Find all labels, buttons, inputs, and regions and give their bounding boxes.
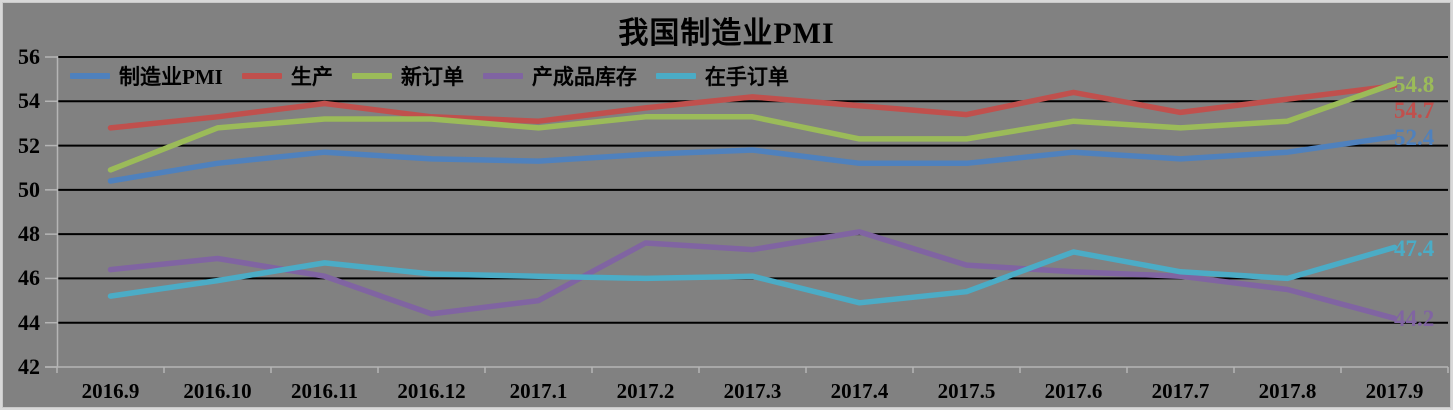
- x-tick-label-2017.8: 2017.8: [1258, 379, 1317, 403]
- x-tick-label-2017.5: 2017.5: [937, 379, 996, 403]
- end-value-label-backlog-orders: 47.4: [1394, 236, 1435, 262]
- x-tick-label-2016.11: 2016.11: [290, 379, 359, 403]
- series-line-finished-goods-inventory: [107, 229, 1398, 322]
- legend-line-swatch-icon-production: [241, 73, 282, 79]
- y-tick-label-56: 56: [18, 44, 40, 69]
- legend-item-finished-goods-inventory: 产成品库存: [482, 61, 637, 91]
- legend-label-new-orders: 新订单: [400, 65, 464, 89]
- end-value-label-production: 54.7: [1394, 97, 1435, 123]
- x-tick-label-2017.9: 2017.9: [1365, 379, 1424, 403]
- x-tick-label-2017.1: 2017.1: [509, 379, 568, 403]
- x-tick-label-2017.2: 2017.2: [616, 379, 675, 403]
- legend-item-backlog-orders: 在手订单: [655, 61, 789, 91]
- legend-label-backlog-orders: 在手订单: [704, 65, 789, 89]
- legend-label-finished-goods-inventory: 产成品库存: [531, 65, 637, 89]
- legend-line-swatch-icon-finished-goods-inventory: [482, 73, 523, 79]
- legend-line-swatch-icon-backlog-orders: [655, 73, 696, 79]
- x-tick-label-2017.6: 2017.6: [1044, 379, 1103, 403]
- legend-item-manufacturing-pmi: 制造业PMI: [70, 61, 223, 91]
- legend: 制造业PMI 生产 新订单 产成品库存 在手订单: [70, 60, 789, 92]
- legend-item-new-orders: 新订单: [351, 61, 464, 91]
- legend-label-manufacturing-pmi: 制造业PMI: [119, 65, 223, 89]
- y-tick-label-48: 48: [18, 221, 40, 247]
- x-tick-label-2016.12: 2016.12: [397, 379, 466, 403]
- series-line-new-orders: [107, 80, 1398, 173]
- y-tick-label-52: 52: [18, 132, 40, 158]
- legend-line-swatch-icon-new-orders: [351, 73, 392, 79]
- y-tick-label-54: 54: [18, 88, 40, 114]
- series-line-production: [107, 83, 1398, 131]
- y-tick-label-46: 46: [18, 265, 40, 291]
- end-value-label-new-orders: 54.8: [1394, 71, 1435, 97]
- end-value-label-finished-goods-inventory: 44.2: [1394, 306, 1435, 332]
- x-tick-label-2017.7: 2017.7: [1151, 379, 1210, 403]
- end-value-label-manufacturing-pmi: 52.4: [1394, 124, 1435, 150]
- series-line-backlog-orders: [107, 244, 1398, 306]
- y-tick-label-44: 44: [18, 309, 40, 335]
- legend-item-production: 生产: [241, 61, 333, 91]
- series-line-manufacturing-pmi: [107, 133, 1398, 184]
- y-tick-label-42: 42: [18, 354, 40, 379]
- x-tick-label-2017.4: 2017.4: [830, 379, 889, 403]
- chart-title: 我国制造业PMI: [618, 17, 835, 50]
- x-tick-label-2016.9: 2016.9: [81, 379, 140, 403]
- legend-label-production: 生产: [290, 65, 333, 89]
- x-tick-label-2016.10: 2016.10: [183, 379, 252, 403]
- legend-line-swatch-icon-manufacturing-pmi: [70, 73, 110, 79]
- x-tick-label-2017.3: 2017.3: [723, 379, 782, 403]
- y-tick-label-50: 50: [18, 176, 40, 202]
